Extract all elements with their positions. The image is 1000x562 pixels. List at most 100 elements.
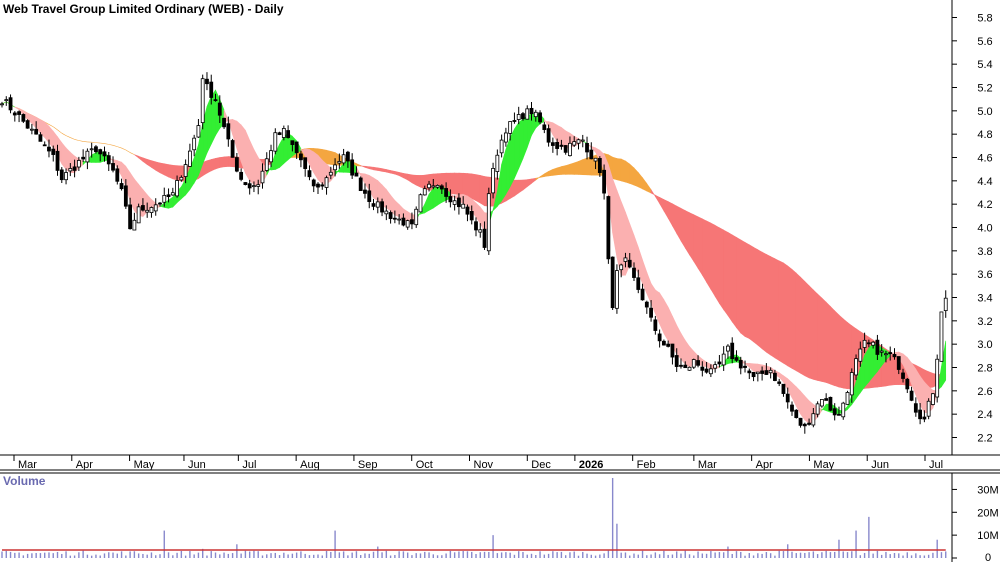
candle-body	[627, 259, 632, 268]
short-band-segment-down	[552, 122, 558, 143]
candle-body	[363, 189, 367, 194]
x-tick-label: Jul	[242, 459, 256, 471]
candle-body	[388, 212, 393, 219]
long-band-segment-down	[714, 224, 720, 305]
candle-body	[392, 217, 397, 220]
candle-body	[380, 201, 384, 213]
candle-body	[448, 196, 453, 203]
candle-body	[72, 166, 77, 171]
long-band-segment-down	[740, 239, 746, 338]
short-band-segment-down	[667, 307, 673, 349]
candle-body	[533, 111, 538, 118]
long-band-segment-down	[394, 171, 400, 177]
long-band-segment-down	[462, 172, 468, 198]
volume-tick-label: 10M	[977, 530, 998, 542]
long-band-segment-down	[697, 216, 703, 277]
candle-body	[38, 134, 43, 142]
long-band-segment-down	[210, 157, 216, 172]
candle-body	[550, 142, 555, 146]
long-band-segment-down	[693, 214, 699, 270]
candle-body	[516, 114, 521, 120]
candle-body	[713, 364, 718, 369]
short-band-segment-down	[791, 382, 797, 407]
candle-body	[367, 190, 372, 202]
candle-body	[815, 403, 820, 415]
candle-body	[931, 393, 935, 405]
long-band-segment-down	[146, 158, 152, 168]
long-band-segment-down	[368, 166, 374, 171]
short-band-segment-up	[428, 187, 434, 211]
y-tick-label: 4.4	[977, 176, 992, 188]
short-band-segment-down	[364, 173, 370, 192]
candle-body	[226, 123, 231, 140]
long-band-segment-up	[112, 145, 118, 147]
candle-body	[397, 218, 402, 221]
candle-body	[478, 229, 483, 233]
candle-body	[132, 219, 137, 231]
long-band-segment-up	[125, 149, 131, 153]
candle-body	[405, 220, 410, 228]
candle-body	[546, 128, 551, 143]
long-band-segment-down	[403, 172, 408, 181]
long-band-segment-down	[479, 174, 485, 207]
long-band-segment-up	[65, 135, 71, 138]
short-band-segment-up	[505, 137, 511, 196]
long-band-segment-down	[778, 260, 784, 364]
long-band-segment-down	[766, 253, 771, 356]
x-tick-label: Oct	[416, 459, 433, 471]
long-band-segment-up	[620, 158, 626, 183]
candle-body	[777, 381, 782, 384]
candle-body	[832, 408, 837, 416]
long-band-segment-up	[100, 142, 105, 144]
long-band-segment-up	[53, 126, 58, 131]
candle-body	[568, 142, 572, 157]
candle-body	[559, 144, 564, 147]
candle-body	[653, 319, 658, 331]
volume-tick-label: 20M	[977, 507, 998, 519]
candle-body	[324, 177, 329, 188]
x-tick-label: 2026	[579, 459, 603, 471]
long-term-band	[1, 101, 947, 390]
long-band-segment-down	[364, 165, 370, 170]
candle-body	[47, 146, 51, 152]
candle-body	[837, 413, 841, 416]
candle-body	[179, 176, 184, 181]
long-band-segment-down	[838, 314, 844, 389]
long-band-segment-down	[928, 371, 934, 389]
candle-body	[252, 185, 256, 188]
long-band-segment-down	[770, 256, 776, 359]
long-band-segment-up	[108, 144, 114, 146]
long-band-segment-up	[535, 176, 541, 181]
short-band-segment-down	[612, 178, 618, 258]
short-band-segment-down	[253, 149, 259, 187]
y-tick-label: 3.6	[977, 269, 992, 281]
short-band-segment-up	[864, 346, 870, 388]
candle-body	[939, 311, 944, 362]
long-band-segment-down	[655, 194, 660, 205]
long-band-segment-down	[360, 165, 366, 168]
candle-body	[264, 158, 269, 171]
x-tick-label: Mar	[18, 459, 37, 471]
candle-body	[734, 357, 739, 361]
short-band-segment-down	[680, 332, 686, 366]
candle-body	[102, 151, 107, 157]
candle-body	[427, 183, 431, 189]
candle-body	[141, 205, 145, 211]
candle-body	[85, 150, 90, 163]
candle-body	[580, 139, 585, 142]
long-band-segment-down	[757, 249, 763, 350]
long-band-segment-down	[650, 188, 656, 198]
candle-body	[563, 145, 568, 153]
candle-body	[495, 154, 500, 172]
long-band-segment-down	[702, 218, 707, 284]
candle-body	[721, 353, 726, 366]
long-band-segment-up	[544, 170, 549, 177]
candle-body	[8, 97, 13, 111]
short-band-segment-down	[317, 154, 323, 185]
short-band-segment-down	[394, 199, 400, 218]
candle-body	[290, 140, 295, 145]
candle-body	[474, 221, 478, 231]
candle-body	[209, 81, 214, 98]
candle-body	[247, 183, 252, 189]
